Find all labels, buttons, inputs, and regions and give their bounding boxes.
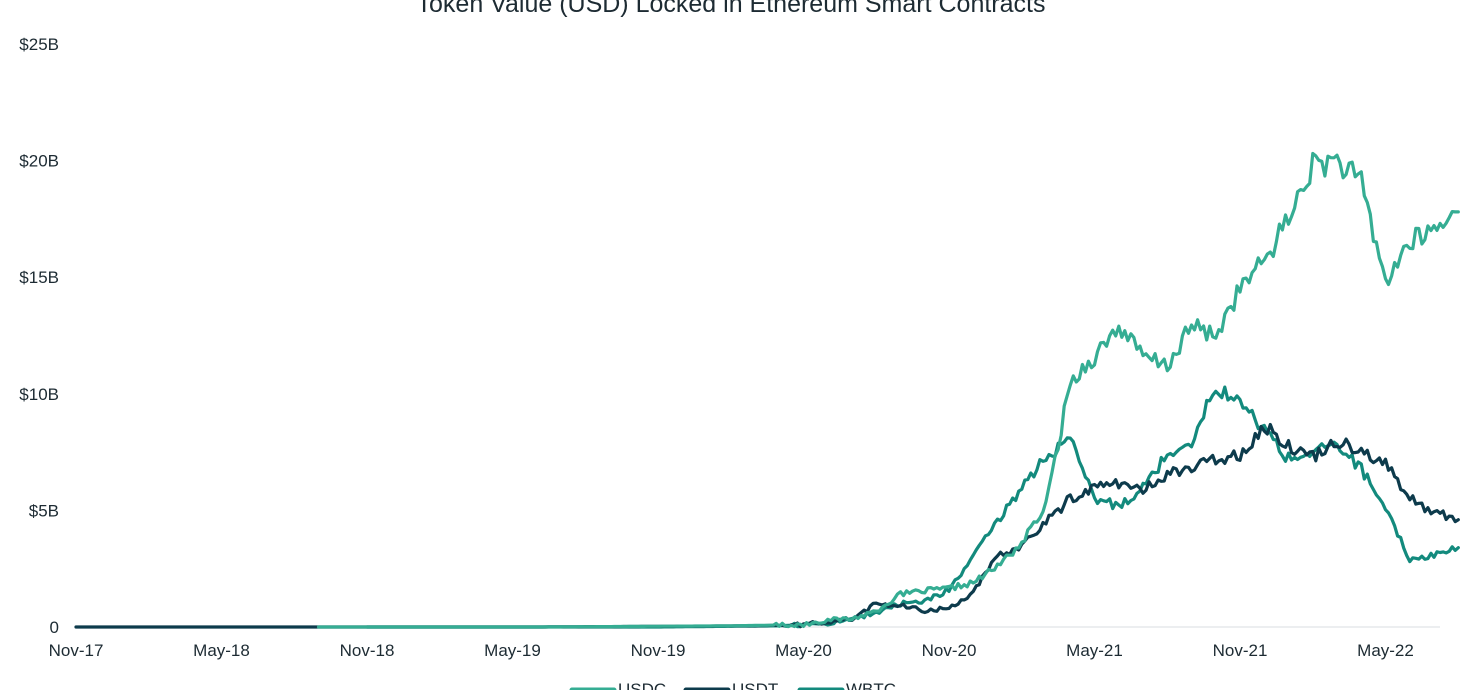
series-line-usdc	[316, 151, 1460, 629]
legend-label: WBTC	[846, 680, 896, 690]
y-tick-label: $15B	[19, 268, 59, 287]
y-axis: 0 $5B $10B $15B $20B $25B	[19, 35, 59, 637]
x-tick-label: Nov-18	[340, 641, 395, 660]
x-tick-label: Nov-19	[631, 641, 686, 660]
y-tick-label: 0	[50, 618, 59, 637]
x-tick-label: May-21	[1066, 641, 1123, 660]
x-tick-label: May-22	[1357, 641, 1414, 660]
y-tick-label: $10B	[19, 385, 59, 404]
x-tick-label: Nov-20	[922, 641, 977, 660]
x-tick-label: May-19	[484, 641, 541, 660]
y-tick-label: $25B	[19, 35, 59, 54]
x-axis: Nov-17 May-18 Nov-18 May-19 Nov-19 May-20 Nov-…	[49, 641, 1414, 660]
legend-item-usdt: USDT	[683, 680, 778, 690]
x-tick-label: May-20	[775, 641, 832, 660]
legend-label: USDC	[618, 680, 666, 690]
x-tick-label: Nov-17	[49, 641, 104, 660]
y-tick-label: $20B	[19, 152, 59, 171]
x-tick-label: Nov-21	[1213, 641, 1268, 660]
legend-label: USDT	[732, 680, 778, 690]
legend-item-wbtc: WBTC	[797, 680, 896, 690]
y-tick-label: $5B	[29, 501, 59, 520]
chart-title: Token Value (USD) Locked in Ethereum Sma…	[417, 0, 1046, 18]
series-layer	[74, 151, 1460, 629]
x-tick-label: May-18	[193, 641, 250, 660]
legend: USDC USDT WBTC	[569, 680, 896, 690]
series-line-usdt	[74, 422, 1460, 629]
legend-item-usdc: USDC	[569, 680, 666, 690]
